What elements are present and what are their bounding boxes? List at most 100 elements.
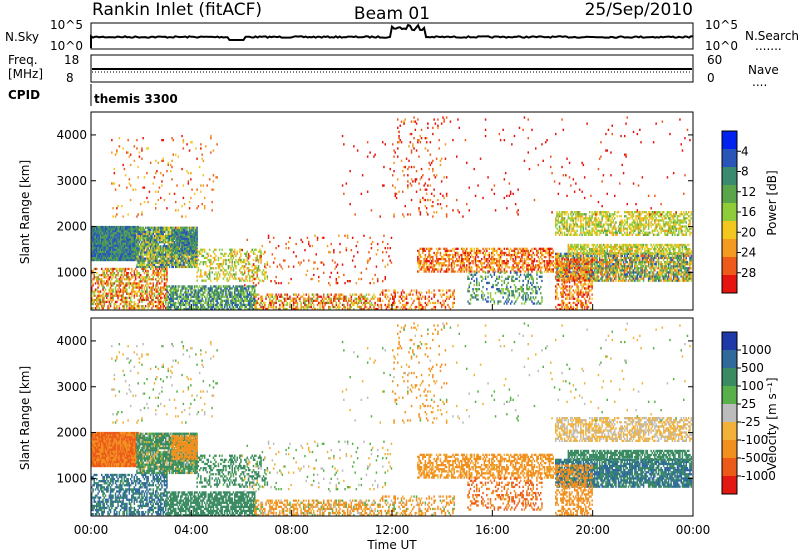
power-cell [172, 250, 174, 253]
power-cell [425, 266, 428, 269]
power-cell [156, 257, 158, 260]
power-cell [239, 291, 241, 294]
power-cell [472, 262, 474, 265]
power-cell [134, 248, 137, 251]
power-cell [382, 251, 384, 254]
power-cell [330, 299, 332, 302]
power-cell [94, 307, 97, 310]
power-cell [339, 301, 341, 305]
power-cell [191, 287, 193, 290]
power-cell [183, 265, 186, 269]
power-cell [394, 293, 396, 296]
power-cell [108, 246, 111, 249]
power-cell [545, 268, 547, 271]
power-cell [341, 293, 344, 296]
power-cell [114, 246, 117, 249]
power-cell [358, 277, 360, 281]
power-cell [242, 265, 245, 268]
power-cell [143, 239, 146, 242]
power-cell [449, 307, 452, 311]
power-cell [419, 293, 422, 296]
power-cell [198, 252, 201, 255]
power-cell [227, 273, 230, 276]
power-cell [275, 297, 277, 300]
power-cell [358, 297, 360, 300]
power-cell [478, 260, 480, 263]
power-cell [188, 293, 191, 296]
power-cell [444, 270, 447, 273]
power-cell [111, 278, 113, 281]
power-cell [183, 263, 186, 266]
power-cell [423, 247, 425, 250]
power-cell [173, 293, 176, 296]
power-cell [195, 247, 197, 251]
power-cell [239, 277, 241, 280]
power-cell [547, 270, 549, 273]
power-cell [514, 266, 517, 269]
power-cell [364, 303, 366, 307]
power-cell [96, 302, 98, 306]
power-cell [358, 305, 360, 309]
power-cell [410, 289, 413, 292]
power-cell [212, 301, 215, 305]
power-cell [220, 301, 222, 305]
power-cell [222, 291, 225, 294]
power-cell [146, 298, 148, 302]
power-cell [240, 293, 242, 296]
power-cell [267, 293, 270, 296]
power-cell [382, 291, 384, 294]
power-cell [133, 250, 136, 253]
power-cell [139, 286, 142, 289]
power-cell [102, 225, 104, 229]
power-cell [116, 292, 118, 295]
power-cell [178, 265, 181, 269]
power-cell [479, 275, 482, 278]
power-cell [127, 232, 129, 235]
power-cell [141, 300, 143, 304]
power-cell [234, 293, 236, 296]
power-cell [336, 297, 339, 300]
power-cell [215, 248, 217, 251]
power-cell [111, 267, 113, 271]
power-cell [172, 241, 174, 244]
power-cell [533, 260, 536, 263]
power-cell [94, 256, 97, 260]
power-cell [111, 248, 113, 251]
power-cell [134, 274, 137, 277]
power-cell [453, 301, 455, 305]
power-cell [203, 295, 206, 298]
power-cell [200, 289, 202, 292]
power-cell [152, 261, 154, 264]
power-cell [182, 237, 185, 240]
power-cell [547, 268, 549, 271]
power-cell [133, 246, 136, 249]
power-cell [102, 305, 104, 308]
power-cell [488, 260, 491, 263]
power-cell [147, 307, 149, 310]
power-cell [351, 259, 354, 262]
power-cell [550, 247, 552, 250]
power-cell [148, 230, 151, 233]
power-cell [177, 250, 179, 253]
power-cell [128, 248, 131, 251]
power-cell [133, 292, 136, 295]
power-cell [91, 288, 93, 291]
power-cell [182, 259, 185, 262]
power-cell [119, 244, 122, 247]
power-cell [119, 302, 122, 306]
power-cell [205, 297, 207, 300]
power-cell [108, 228, 111, 231]
power-cell [109, 282, 112, 285]
power-cell [132, 288, 134, 291]
power-cell [166, 259, 168, 262]
power-cell [292, 293, 295, 296]
power-cell [101, 256, 103, 260]
power-cell [540, 247, 542, 250]
power-cell [206, 256, 208, 260]
power-cell [107, 269, 109, 273]
power-cell [149, 251, 152, 254]
power-cell [492, 258, 494, 261]
power-cell [229, 271, 231, 274]
power-cell [476, 260, 478, 263]
power-cell [152, 282, 154, 285]
